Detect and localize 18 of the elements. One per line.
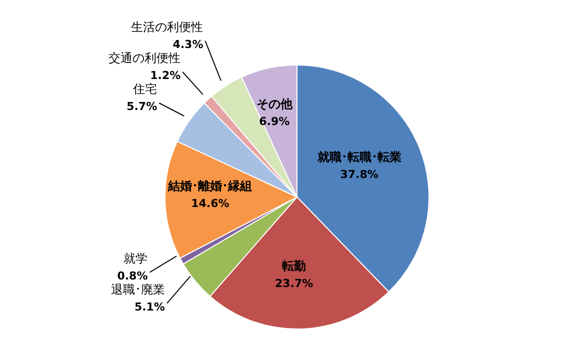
data-label: 37.8% [340,168,378,181]
slice-label: 転勤 [282,258,306,273]
slice-label: 交通の利便性 [108,50,181,65]
slice-label: 結婚･離婚･縁組 [167,178,252,193]
data-label: 6.9% [259,115,290,128]
data-label: 4.3% [172,38,204,51]
slice-label: その他 [256,97,294,112]
data-label: 14.6% [191,196,230,210]
data-label: 23.7% [274,276,314,290]
data-label: 5.7% [126,100,158,113]
slice-label: 住宅 [132,82,158,96]
data-label: 5.1% [134,300,165,314]
data-label: 0.8% [117,269,148,282]
slice-label: 就学 [124,251,148,266]
data-label: 1.2% [150,68,181,82]
slice-label: 退職･廃業 [110,282,165,296]
slice-label: 生活の利便性 [131,20,204,34]
slice-label: 就職･転職･転業 [316,150,402,164]
